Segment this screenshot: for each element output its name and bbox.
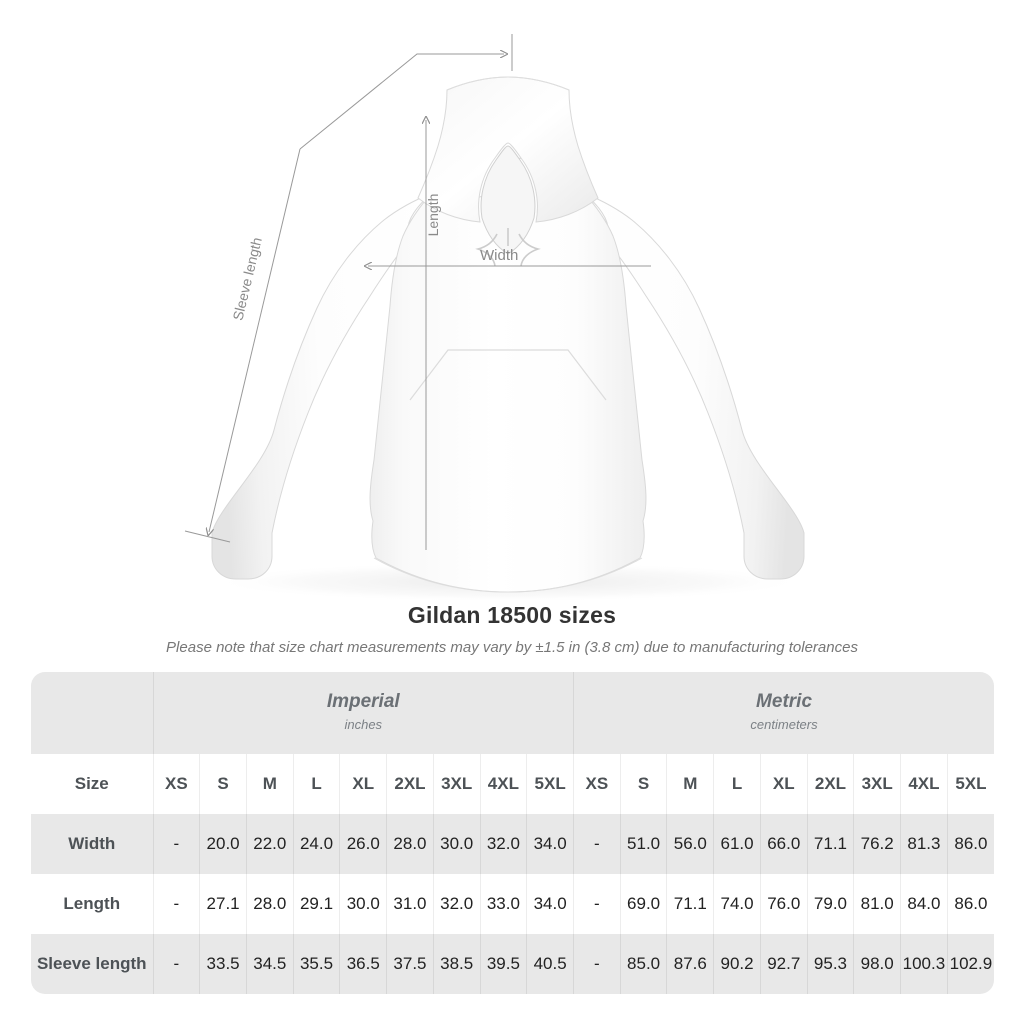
svg-text:Width: Width [480, 247, 518, 264]
svg-text:Length: Length [425, 194, 441, 237]
svg-text:Sleeve length: Sleeve length [229, 236, 264, 322]
